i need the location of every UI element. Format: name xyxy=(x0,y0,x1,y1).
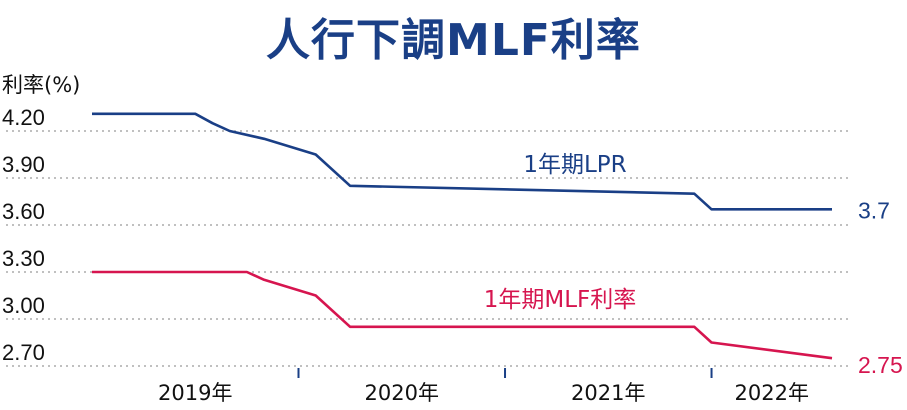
x-tick-label: 2020年 xyxy=(365,381,439,405)
y-tick-label: 3.30 xyxy=(2,246,45,271)
chart-title: 人行下調MLF利率 xyxy=(266,15,641,66)
y-tick-label: 2.70 xyxy=(2,340,45,365)
x-tick-label: 2022年 xyxy=(735,381,809,405)
series-end-value-label: 2.75 xyxy=(858,352,903,378)
y-axis-ticks: 4.20 3.90 3.60 3.30 3.00 2.70 xyxy=(2,105,45,365)
series-line xyxy=(92,112,832,211)
x-tick-label: 2019年 xyxy=(158,381,232,405)
x-axis: 2019年 2020年 2021年 2022年 xyxy=(158,368,809,405)
series-end-value-label: 3.7 xyxy=(858,197,890,223)
series-name-label: 1年期MLF利率 xyxy=(484,287,637,313)
y-tick-label: 3.00 xyxy=(2,293,45,318)
series-group: 1年期LPR 3.7 1年期MLF利率 2.75 xyxy=(91,112,903,378)
y-tick-label: 4.20 xyxy=(2,105,45,130)
y-axis-label: 利率(%) xyxy=(2,73,80,97)
x-tick-label: 2021年 xyxy=(571,381,645,405)
y-tick-label: 3.60 xyxy=(2,199,45,224)
y-tick-label: 3.90 xyxy=(2,152,45,177)
series-name-label: 1年期LPR xyxy=(523,152,626,178)
grid-lines xyxy=(6,130,850,367)
series-line xyxy=(92,270,833,360)
